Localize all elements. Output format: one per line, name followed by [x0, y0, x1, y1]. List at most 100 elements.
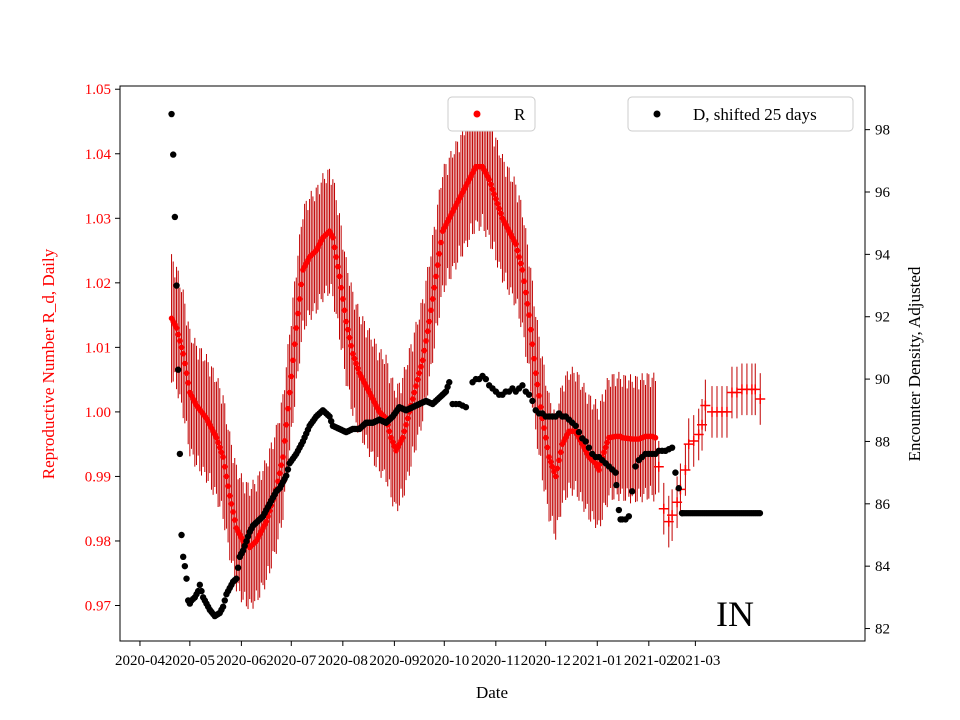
r-plus-point [688, 435, 699, 446]
r-point [173, 325, 180, 331]
r-point [281, 438, 288, 444]
plot-area [119, 85, 866, 642]
d-point [756, 509, 764, 517]
d-point [219, 603, 227, 610]
x-tick-label: 2020-07 [266, 653, 316, 669]
r-point [340, 296, 346, 302]
r-plus-point [693, 429, 704, 440]
d-point [233, 575, 240, 582]
r-plus-point [658, 503, 669, 514]
r-point [335, 263, 341, 270]
legend-d-box [627, 96, 854, 132]
d-point [625, 513, 633, 520]
r-point [491, 191, 497, 197]
r-point [221, 463, 228, 470]
r-point [411, 389, 418, 396]
r-point [414, 376, 421, 383]
r-point [177, 338, 183, 344]
r-point [388, 434, 394, 441]
r-point [403, 422, 409, 428]
r-point [231, 517, 238, 523]
d-point [462, 403, 470, 411]
r-plus-point [755, 393, 766, 404]
d-point [582, 438, 589, 445]
r-point [431, 284, 438, 291]
x-tick-label: 2020-12 [521, 653, 571, 669]
legend-d-marker [653, 110, 661, 118]
r-point [330, 234, 336, 241]
r-point [213, 434, 220, 441]
r-point [263, 518, 270, 525]
r-point [348, 342, 354, 349]
r-point [529, 341, 536, 347]
d-point [234, 564, 242, 571]
y-left-axis-ticks: 0.97 0.98 0.99 1.00 1.01 1.02 1.03 1.04 1.05 [85, 82, 120, 615]
d-point [196, 581, 204, 589]
d-point [284, 466, 292, 473]
r-point [517, 260, 524, 267]
y-right-tick-label: 92 [875, 310, 890, 326]
r-point [526, 312, 532, 318]
r-plus-series [653, 384, 766, 527]
d-point [221, 597, 228, 604]
d-point [529, 397, 536, 405]
d-point [615, 506, 623, 514]
r-point [493, 196, 499, 202]
y-left-tick-label: 0.98 [85, 534, 111, 550]
y-right-axis-ticks: 82 84 86 88 90 92 94 96 98 [865, 123, 891, 638]
r-point [331, 244, 338, 251]
d-point [170, 151, 177, 158]
x-tick-label: 2021-01 [572, 653, 622, 669]
d-point [585, 444, 593, 451]
y-left-tick-label: 1.05 [85, 82, 111, 98]
y-left-tick-label: 0.97 [85, 599, 112, 615]
x-tick-label: 2020-08 [318, 653, 368, 669]
r-point [389, 439, 396, 445]
r-point [498, 210, 504, 217]
state-label: IN [716, 594, 754, 634]
r-point [228, 501, 235, 507]
r-point [601, 449, 607, 456]
r-point [519, 267, 526, 273]
legend-r-box [447, 96, 536, 132]
r-point [486, 176, 492, 183]
y-right-tick-label: 84 [875, 559, 891, 575]
y-right-tick-label: 94 [875, 247, 891, 263]
x-tick-label: 2020-06 [216, 653, 266, 669]
x-tick-label: 2020-11 [471, 653, 520, 669]
r-point [298, 281, 305, 288]
r-point [341, 307, 348, 314]
r-plus-point [672, 497, 683, 508]
r-point [542, 434, 549, 441]
r-point [489, 186, 496, 193]
d-point [519, 382, 526, 389]
r-point [423, 338, 429, 344]
r-point [556, 457, 562, 464]
r-point [399, 434, 406, 441]
y-left-tick-label: 1.04 [85, 147, 112, 163]
r-point [428, 307, 434, 314]
r-point [288, 373, 295, 380]
d-point [613, 481, 620, 489]
r-point [429, 296, 436, 302]
legend-r-marker [473, 110, 481, 118]
d-point [176, 450, 184, 458]
r-point [527, 326, 534, 333]
r-point [223, 473, 230, 480]
r-point [554, 465, 561, 472]
r-point [488, 181, 494, 188]
r-series [168, 163, 659, 551]
y-right-tick-label: 90 [875, 372, 890, 388]
r-point [541, 425, 547, 431]
d-point [668, 444, 676, 451]
r-point [557, 449, 564, 456]
r-point [534, 381, 541, 388]
r-plus-point [653, 461, 664, 472]
d-point [168, 110, 175, 118]
d-point [171, 213, 179, 221]
r-point [353, 360, 359, 367]
d-point [181, 562, 189, 570]
r-point [602, 444, 609, 451]
r-point [416, 370, 423, 376]
d-point [612, 469, 619, 476]
